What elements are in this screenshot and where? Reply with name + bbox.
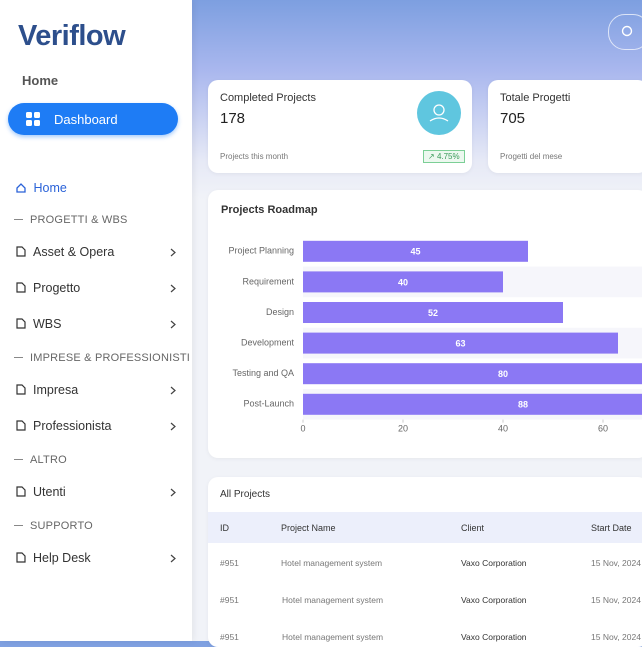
menu-label: WBS: [33, 317, 62, 331]
table-card: All Projects ID Project Name Client Start D…: [208, 477, 642, 647]
menu-item[interactable]: Professionista: [16, 419, 176, 433]
bar: [303, 332, 618, 354]
table-cell: 15 Nov, 2024: [591, 595, 641, 605]
table-cell: 15 Nov, 2024: [591, 632, 641, 642]
card-title: Completed Projects: [220, 92, 316, 104]
trend-badge: ↗ 4.75%: [423, 150, 465, 163]
section-title: IMPRESE & PROFESSIONISTI: [14, 352, 190, 364]
bar: [303, 302, 563, 323]
menu-label: Impresa: [33, 383, 79, 397]
section-label: IMPRESE & PROFESSIONISTI: [30, 352, 191, 364]
y-tick-label: Project Planning: [228, 246, 294, 256]
menu-label: Asset & Opera: [33, 245, 115, 259]
menu-item[interactable]: Progetto: [16, 281, 176, 295]
card-title: Totale Progetti: [500, 92, 571, 104]
table-cell: Hotel management system: [281, 558, 383, 568]
logo: Veriflow: [18, 20, 126, 52]
badge-value: 4.75%: [436, 152, 460, 161]
menu-item[interactable]: Asset & Opera: [16, 245, 176, 259]
sidebar-heading: Home: [22, 73, 59, 88]
column-header: ID: [220, 523, 229, 533]
data-label: 52: [428, 308, 438, 318]
menu-label: Progetto: [33, 281, 81, 295]
dashboard-button[interactable]: Dashboard: [8, 103, 178, 135]
card-note: Projects this month: [220, 152, 289, 161]
y-tick-label: Testing and QA: [232, 368, 294, 378]
bar: [303, 271, 503, 293]
home-icon: [16, 183, 26, 193]
menu-item[interactable]: WBS: [16, 317, 176, 331]
section-label: SUPPORTO: [30, 520, 93, 532]
y-tick-label: Requirement: [242, 276, 294, 286]
table-cell: Hotel management system: [282, 632, 384, 642]
card-value: 705: [500, 110, 526, 127]
menu-item[interactable]: Help Desk: [16, 551, 176, 565]
x-tick-label: 0: [300, 423, 305, 433]
stat-card: Completed Projects 178 Projects this mon…: [208, 80, 472, 173]
table-cell: Hotel management system: [282, 595, 384, 605]
data-label: 40: [398, 277, 408, 287]
bar: [303, 393, 642, 415]
data-label: 80: [498, 369, 508, 379]
table-title: All Projects: [220, 489, 271, 500]
section-title: ALTRO: [14, 454, 67, 466]
search-button[interactable]: [608, 14, 642, 50]
table-cell: Vaxo Corporation: [461, 632, 527, 642]
menu-item[interactable]: Impresa: [16, 383, 176, 397]
x-tick-label: 20: [398, 423, 408, 433]
home-label: Home: [33, 181, 67, 195]
stat-card: Totale Progetti 705 Progetti del mese: [488, 80, 642, 173]
menu-item[interactable]: Utenti: [16, 485, 176, 499]
sidebar: Veriflow Home Dashboard Home PROGETTI & …: [0, 0, 192, 641]
table-cell: #951: [220, 558, 239, 568]
menu-label: Help Desk: [33, 551, 91, 565]
x-tick-label: 40: [498, 423, 508, 433]
card-note: Progetti del mese: [500, 152, 563, 161]
table-cell: #951: [220, 632, 239, 642]
section-title: PROGETTI & WBS: [14, 214, 128, 226]
y-tick-label: Development: [241, 337, 295, 347]
data-label: 63: [455, 338, 465, 348]
menu-label: Utenti: [33, 485, 66, 499]
chart-card: Projects Roadmap 0 20 40 60 Project Planning…: [208, 190, 642, 458]
table-cell: 15 Nov, 2024: [591, 558, 641, 568]
card-icon: [417, 91, 461, 135]
column-header: Project Name: [281, 523, 336, 533]
column-header: Start Date: [591, 523, 632, 533]
dashboard-icon: [26, 112, 40, 126]
table-cell: Vaxo Corporation: [461, 595, 527, 605]
bar: [303, 240, 528, 262]
chart-title: Projects Roadmap: [221, 204, 318, 216]
y-tick-label: Post-Launch: [243, 399, 294, 409]
dashboard-label: Dashboard: [54, 112, 118, 127]
menu-label: Professionista: [33, 419, 112, 433]
x-tick-label: 60: [598, 423, 608, 433]
data-label: 88: [518, 400, 528, 410]
table-cell: #951: [220, 595, 239, 605]
table-cell: Vaxo Corporation: [461, 558, 527, 568]
column-header: Client: [461, 523, 485, 533]
home-link[interactable]: Home: [16, 181, 176, 195]
card-value: 178: [220, 110, 246, 127]
chart: Projects Roadmap 0 20 40 60 Project Planning…: [221, 204, 642, 433]
y-tick-label: Design: [266, 307, 294, 317]
section-label: ALTRO: [30, 454, 67, 466]
table-header: [208, 512, 642, 543]
section-title: SUPPORTO: [14, 520, 93, 532]
section-label: PROGETTI & WBS: [30, 214, 128, 226]
search-icon: [621, 25, 633, 37]
bar: [303, 363, 642, 385]
data-label: 45: [410, 247, 420, 257]
